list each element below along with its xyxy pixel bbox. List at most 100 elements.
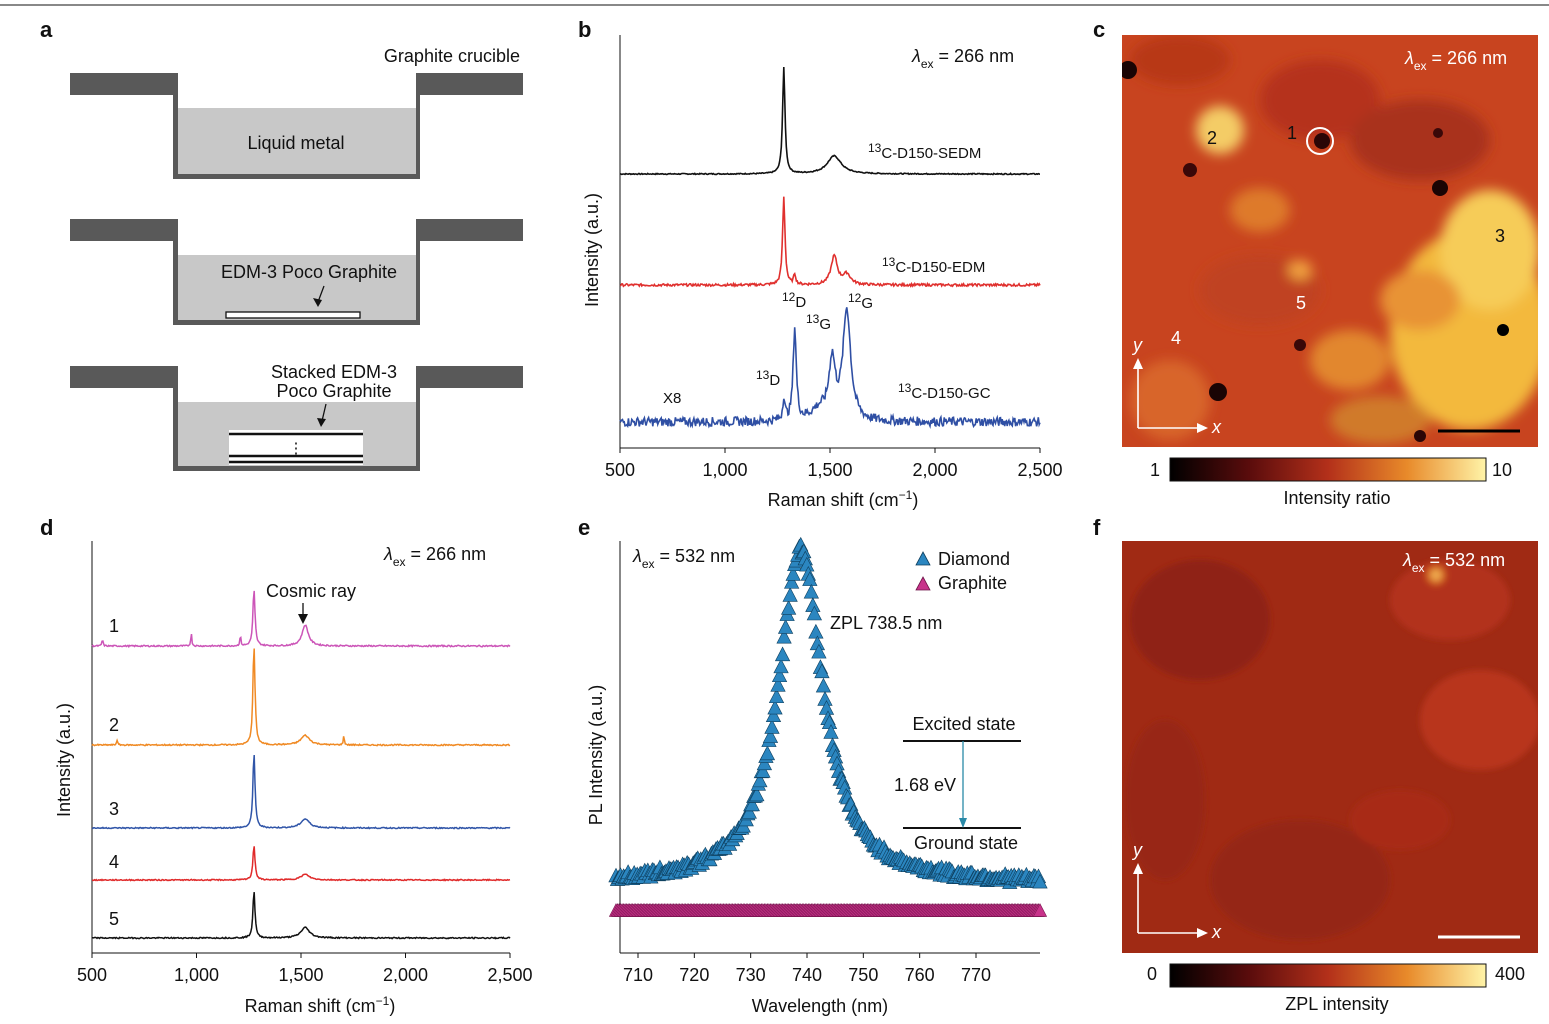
e-diamond-point-114 bbox=[780, 600, 797, 615]
panel-a: a Graphite crucible Liquid metal EDM-3 P… bbox=[40, 17, 523, 471]
e-diamond-point-115 bbox=[782, 587, 798, 602]
crucible-wall-2 bbox=[70, 219, 523, 325]
c-point-3: 3 bbox=[1495, 226, 1505, 246]
stacked-label-line1: Stacked EDM-3 bbox=[271, 362, 397, 382]
panel-b: b 500 1,000 1,500 2,000 2,500 Intensity (a.u… bbox=[578, 17, 1063, 510]
b-peak-12G: 12G bbox=[848, 291, 873, 312]
panel-a-label: a bbox=[40, 17, 53, 42]
e-ground-state: Ground state bbox=[914, 833, 1018, 853]
d-excitation: λex = 266 nm bbox=[383, 544, 486, 569]
c-point-4: 4 bbox=[1171, 328, 1181, 348]
b-peak-12D: 12D bbox=[782, 290, 806, 311]
c-point-2: 2 bbox=[1207, 128, 1217, 148]
c-excitation: λex = 266 nm bbox=[1404, 48, 1507, 73]
e-diamond-point-95 bbox=[752, 772, 768, 788]
e-energy-label: 1.68 eV bbox=[894, 775, 956, 795]
liquid-metal-2 bbox=[178, 255, 416, 320]
e-xtick-label-4: 750 bbox=[848, 965, 878, 985]
graphite-plate bbox=[225, 311, 361, 319]
f-excitation: λex = 532 nm bbox=[1402, 550, 1505, 575]
b-xtick-label-4: 2,500 bbox=[1017, 460, 1062, 480]
d-xtick-label-0: 500 bbox=[77, 965, 107, 985]
panel-d: d 500 1,000 1,500 2,000 2,500 Intensity (a.u… bbox=[40, 515, 533, 1016]
e-excitation: λex = 532 nm bbox=[632, 546, 735, 571]
b-label-gc: 13C-D150-GC bbox=[898, 381, 991, 402]
edm-label: EDM-3 Poco Graphite bbox=[221, 262, 397, 282]
c-axis-x: x bbox=[1211, 417, 1222, 437]
c-point-1: 1 bbox=[1287, 123, 1297, 143]
d-series-label-3: 3 bbox=[109, 799, 119, 819]
d-trace-4 bbox=[91, 846, 511, 882]
e-diamond-point-100 bbox=[759, 745, 776, 761]
e-xtick-label-5: 760 bbox=[905, 965, 935, 985]
c-point-5: 5 bbox=[1296, 293, 1306, 313]
b-peak-13D: 13D bbox=[756, 368, 780, 389]
e-xtick-label-3: 740 bbox=[792, 965, 822, 985]
f-cbar-max: 400 bbox=[1495, 964, 1525, 984]
stacked-label-line2: Poco Graphite bbox=[276, 381, 391, 401]
b-xtick-label-0: 500 bbox=[605, 460, 635, 480]
b-xtick-label-1: 1,000 bbox=[702, 460, 747, 480]
panel-f-label: f bbox=[1093, 515, 1101, 540]
d-x-label: Raman shift (cm−1) bbox=[245, 994, 396, 1016]
b-ticks: 500 1,000 1,500 2,000 2,500 bbox=[605, 448, 1063, 480]
d-traces bbox=[91, 590, 511, 940]
e-legend-diamond: Diamond bbox=[938, 549, 1010, 569]
d-cosmic-arrowhead bbox=[298, 614, 308, 624]
b-peak-13G: 13G bbox=[806, 312, 831, 333]
e-diamond-point-132 bbox=[808, 623, 824, 639]
b-x8-label: X8 bbox=[663, 390, 681, 407]
d-trace-3 bbox=[91, 754, 511, 830]
d-xtick-label-3: 2,000 bbox=[383, 965, 428, 985]
e-diamond-point-103 bbox=[764, 719, 780, 734]
d-y-label: Intensity (a.u.) bbox=[54, 703, 74, 817]
d-trace-5 bbox=[91, 892, 511, 940]
e-diamond-point-111 bbox=[776, 628, 792, 644]
e-diamond-point-137 bbox=[815, 677, 832, 693]
panel-d-label: d bbox=[40, 515, 53, 540]
panel-e-label: e bbox=[578, 515, 590, 540]
e-ticks: 710 720 730 740 750 760 770 bbox=[623, 953, 991, 985]
liquid-metal-1 bbox=[178, 108, 416, 174]
panel-e: e 710 720 730 740 750 760 770 PL Intensity (a.… bbox=[578, 515, 1048, 1016]
b-excitation: λex = 266 nm bbox=[911, 46, 1014, 71]
d-ticks: 500 1,000 1,500 2,000 2,500 bbox=[77, 953, 533, 985]
e-diamond-point-104 bbox=[765, 707, 782, 722]
f-colorbar bbox=[1169, 963, 1487, 988]
b-xtick-label-2: 1,500 bbox=[807, 460, 852, 480]
e-diamond-point-97 bbox=[755, 763, 771, 778]
b-x-label: Raman shift (cm−1) bbox=[768, 488, 919, 510]
e-diamond-point-116 bbox=[784, 574, 800, 589]
e-diamond-point-93 bbox=[749, 786, 765, 802]
d-xtick-label-4: 2,500 bbox=[487, 965, 532, 985]
e-points bbox=[608, 536, 1048, 917]
edm-arrowhead bbox=[313, 298, 322, 307]
panel-f: f λex = 532 nm y x 0 400 bbox=[1093, 515, 1538, 1014]
e-diamond-point-106 bbox=[768, 688, 785, 704]
f-heatmap bbox=[1122, 541, 1538, 953]
e-diamond-point-107 bbox=[770, 676, 786, 692]
c-highlight-circle bbox=[1306, 127, 1334, 155]
e-diamond-point-105 bbox=[767, 699, 783, 715]
e-xtick-label-1: 720 bbox=[679, 965, 709, 985]
f-axis-x: x bbox=[1211, 922, 1222, 942]
d-trace-1 bbox=[91, 590, 511, 649]
stacked-arrowhead bbox=[317, 418, 326, 427]
d-xtick-label-1: 1,000 bbox=[174, 965, 219, 985]
b-xtick-label-3: 2,000 bbox=[912, 460, 957, 480]
d-cosmic-label: Cosmic ray bbox=[266, 581, 356, 601]
b-trace-edm bbox=[619, 196, 1041, 288]
c-axis-arrows bbox=[1133, 358, 1208, 433]
e-diamond-point-110 bbox=[774, 646, 791, 662]
d-series-label-4: 4 bbox=[109, 852, 119, 872]
crucible-3: Stacked EDM-3 Poco Graphite ⋮ bbox=[70, 362, 523, 471]
b-label-edm: 13C-D150-EDM bbox=[882, 255, 985, 276]
e-diamond-point-129 bbox=[803, 583, 819, 599]
stack-box bbox=[229, 430, 363, 465]
e-diamond-point-117 bbox=[785, 566, 801, 581]
e-diamond-point-112 bbox=[777, 619, 794, 634]
b-traces bbox=[619, 66, 1041, 429]
f-cbar-label: ZPL intensity bbox=[1285, 994, 1388, 1014]
e-diamond-point-98 bbox=[756, 755, 773, 771]
